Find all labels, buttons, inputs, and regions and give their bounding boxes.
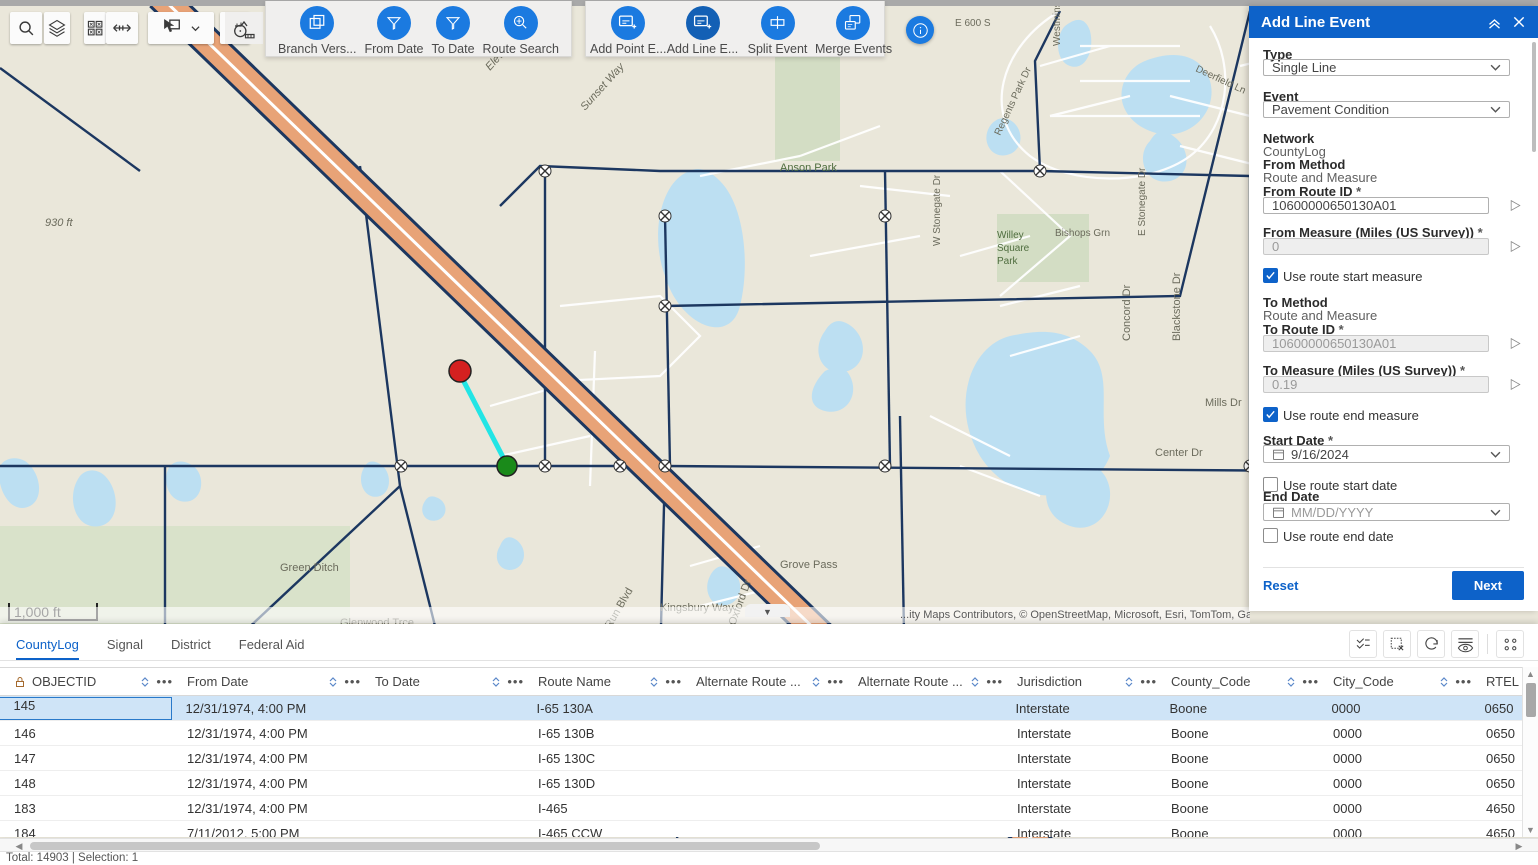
svg-text:Park: Park — [997, 256, 1019, 267]
svg-text:E Stonegate Dr: E Stonegate Dr — [1137, 167, 1148, 236]
svg-text:Anson Park: Anson Park — [780, 162, 837, 174]
svg-text:930 ft: 930 ft — [45, 217, 73, 229]
svg-text:Center Dr: Center Dr — [1155, 447, 1203, 459]
svg-text:W Stonegate Dr: W Stonegate Dr — [932, 174, 943, 246]
svg-text:Westminster: Westminster — [1052, 6, 1063, 46]
svg-text:Square: Square — [997, 243, 1030, 254]
svg-text:Bishops Grn: Bishops Grn — [1055, 228, 1110, 239]
svg-text:Green Ditch: Green Ditch — [280, 562, 339, 574]
svg-text:Concord Dr: Concord Dr — [1121, 284, 1133, 341]
svg-text:Mills Dr: Mills Dr — [1205, 397, 1242, 409]
svg-text:Grove Pass: Grove Pass — [780, 559, 838, 571]
svg-text:Blackstone Dr: Blackstone Dr — [1171, 272, 1183, 341]
svg-text:Willey: Willey — [997, 230, 1024, 241]
svg-text:E 600 S: E 600 S — [955, 18, 991, 29]
